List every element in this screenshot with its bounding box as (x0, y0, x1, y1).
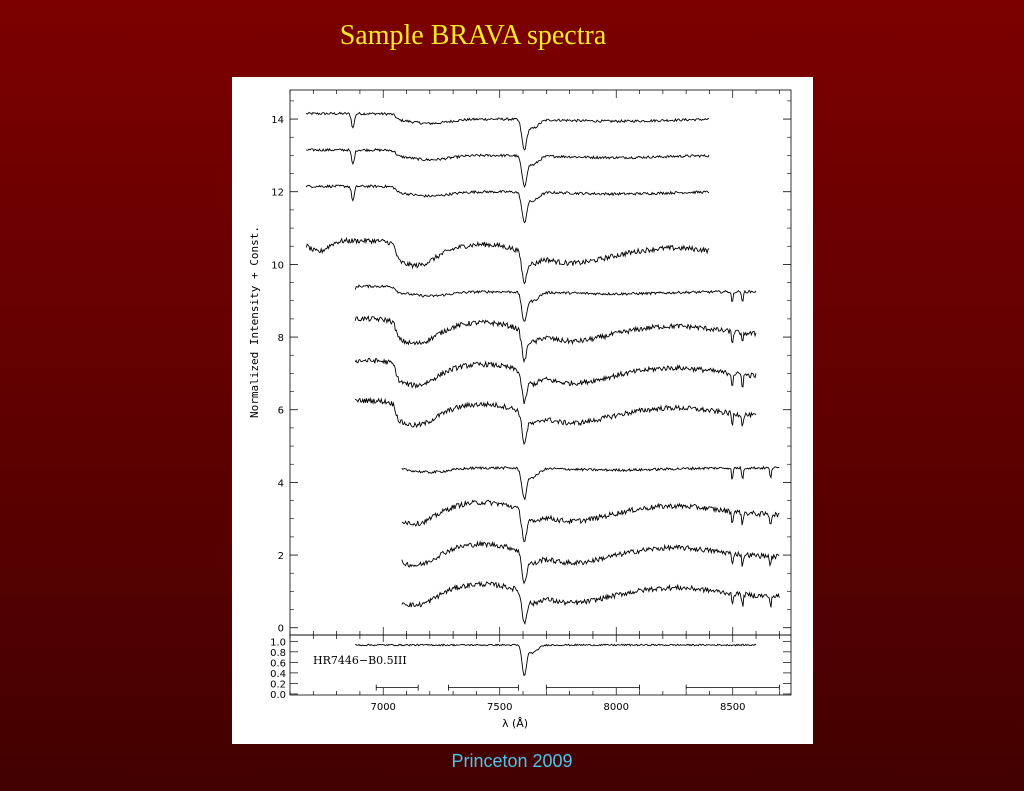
x-axis-label: λ (Å) (502, 717, 528, 730)
wavelength-windows (375, 684, 780, 691)
sub-ytick-label: 0.0 (270, 690, 286, 701)
sub-xtick-label: 7000 (370, 702, 395, 713)
spectrum-line-10 (401, 499, 780, 543)
main-ytick-label: 8 (278, 333, 284, 344)
sub-ytick-label: 0.4 (270, 669, 286, 680)
slide-title: Sample BRAVA spectra (339, 20, 607, 51)
bottom-plot-frame (289, 634, 792, 696)
bottom-plot-ticks: 0.00.20.40.60.81.0 7000 7500 8000 8500 (270, 635, 791, 713)
main-ytick-label: 2 (278, 551, 284, 562)
spectrum-line-6 (354, 315, 757, 364)
spectrum-line-7 (354, 357, 757, 405)
y-axis-label: Normalized Intensity + Const. (248, 226, 261, 418)
main-plot-ticks: 0 2 4 6 8 10 12 14 (271, 90, 791, 635)
spectrum-line-1 (305, 111, 710, 151)
spectrum-line-12 (401, 581, 780, 625)
spectrum-line-3 (305, 184, 710, 224)
spectra-chart: 0 2 4 6 8 10 12 14 Normalized Intensity + Const… (248, 89, 792, 730)
sub-ytick-label: 0.8 (270, 648, 286, 659)
standard-star-spectrum-line (355, 643, 757, 677)
sub-ytick-label: 1.0 (270, 637, 286, 648)
main-plot-frame (289, 89, 792, 636)
main-frame-rect (289, 89, 792, 636)
main-ytick-label: 14 (271, 115, 284, 126)
spectrum-line-5 (354, 284, 757, 322)
main-ytick-label: 6 (278, 406, 284, 417)
spectrum-line-2 (306, 147, 710, 189)
main-plot-series (305, 111, 780, 625)
main-ytick-label: 12 (271, 188, 284, 199)
sub-ytick-label: 0.2 (270, 679, 286, 690)
bottom-plot-series (355, 643, 757, 677)
spectrum-line-11 (401, 540, 780, 585)
bottom-frame-rect (289, 634, 792, 696)
main-ytick-label: 0 (278, 624, 284, 635)
footer-text: Princeton 2009 (451, 751, 573, 771)
sub-xtick-label: 7500 (487, 702, 512, 713)
main-ytick-label: 10 (271, 260, 284, 271)
main-ytick-label: 4 (278, 478, 284, 489)
sub-xtick-label: 8000 (604, 702, 629, 713)
standard-star-annotation: HR7446−B0.5III (313, 654, 407, 667)
spectrum-line-9 (401, 465, 780, 501)
sub-ytick-label: 0.6 (270, 658, 286, 669)
spectra-figure: 0 2 4 6 8 10 12 14 Normalized Intensity + Const… (232, 77, 813, 744)
spectrum-line-8 (354, 396, 757, 445)
sub-xtick-label: 8500 (720, 702, 745, 713)
spectrum-line-4 (305, 236, 710, 285)
